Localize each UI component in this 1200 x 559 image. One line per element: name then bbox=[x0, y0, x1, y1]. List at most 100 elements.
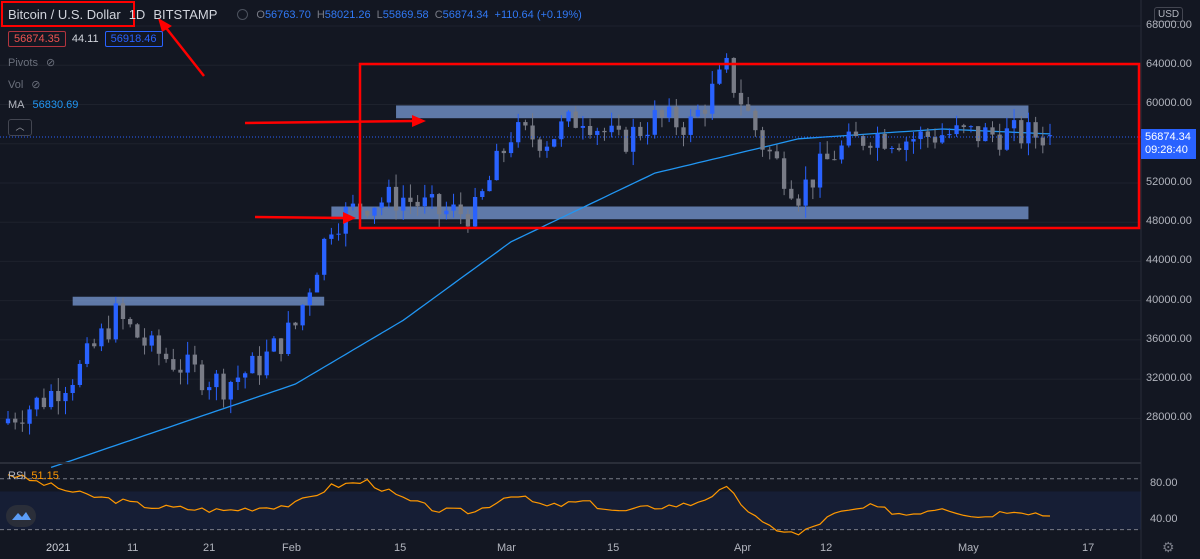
candle-body bbox=[393, 186, 399, 211]
candle-body bbox=[904, 141, 909, 150]
market-status-icon bbox=[237, 9, 249, 20]
candle-body bbox=[911, 139, 916, 142]
buy-button[interactable]: 56918.46 bbox=[104, 31, 163, 47]
rsi-line bbox=[7, 474, 1051, 536]
price-tick-label: 48000.00 bbox=[1146, 215, 1192, 228]
candle-body bbox=[839, 145, 844, 160]
indicator-vol[interactable]: Vol ⊘ bbox=[8, 78, 41, 92]
last-price-value: 56874.34 bbox=[1145, 131, 1191, 143]
candle-body bbox=[228, 381, 233, 400]
candle-body bbox=[954, 125, 959, 135]
price-tick-label: 52000.00 bbox=[1146, 175, 1192, 188]
candle-body bbox=[947, 134, 952, 136]
candle-body bbox=[34, 397, 39, 410]
candle-body bbox=[997, 134, 1002, 150]
open-value: 56763.70 bbox=[264, 8, 311, 21]
time-tick-label: 12 bbox=[820, 542, 833, 554]
candle-body bbox=[1019, 120, 1024, 144]
candle-body bbox=[717, 69, 722, 84]
candle-body bbox=[70, 384, 75, 394]
candle-body bbox=[551, 139, 557, 147]
rsi-label: RSI bbox=[8, 470, 27, 482]
candle-body bbox=[178, 369, 183, 373]
horizontal-zone[interactable] bbox=[72, 296, 325, 306]
candle-body bbox=[501, 150, 507, 154]
indicator-pivots[interactable]: Pivots ⊘ bbox=[8, 56, 56, 70]
price-tick-label: 40000.00 bbox=[1146, 293, 1192, 306]
candle-body bbox=[286, 322, 291, 355]
sell-button[interactable]: 56874.35 bbox=[8, 31, 66, 47]
candle-body bbox=[329, 234, 334, 239]
timeframe[interactable]: 1D bbox=[128, 7, 146, 22]
candle-body bbox=[803, 179, 808, 206]
candle-body bbox=[767, 149, 772, 152]
time-tick-label: Mar bbox=[497, 542, 516, 554]
price-tick-label: 64000.00 bbox=[1146, 58, 1192, 71]
collapse-legend-button[interactable]: ︿ bbox=[8, 119, 32, 136]
candle-body bbox=[587, 125, 593, 135]
candle-body bbox=[674, 106, 679, 128]
time-tick-label: Feb bbox=[282, 542, 301, 554]
candle-body bbox=[1040, 137, 1045, 146]
rsi-legend[interactable]: RSI 51.15 bbox=[8, 470, 59, 482]
tradingview-logo-icon[interactable] bbox=[6, 505, 36, 527]
moving-average-line bbox=[50, 128, 1051, 469]
time-tick-label: 15 bbox=[394, 542, 407, 554]
indicator-ma[interactable]: MA 56830.69 bbox=[8, 99, 79, 111]
candle-body bbox=[336, 233, 341, 235]
time-tick-label: May bbox=[958, 542, 979, 554]
candle-body bbox=[128, 319, 133, 325]
time-tick-label: 2021 bbox=[46, 542, 71, 554]
candle-body bbox=[975, 126, 981, 142]
horizontal-zone[interactable] bbox=[331, 206, 1029, 220]
price-tick-label: 28000.00 bbox=[1146, 411, 1192, 424]
candle-body bbox=[307, 292, 312, 305]
hidden-eye-icon[interactable]: ⊘ bbox=[45, 57, 56, 69]
candle-body bbox=[710, 83, 715, 114]
high-value: 58021.26 bbox=[324, 8, 371, 21]
price-tick-label: 32000.00 bbox=[1146, 372, 1192, 385]
candle-body bbox=[458, 204, 463, 215]
last-price-label: 56874.34 09:28:40 bbox=[1141, 129, 1196, 159]
candle-body bbox=[609, 125, 614, 133]
candle-body bbox=[983, 127, 988, 142]
candle-body bbox=[422, 197, 427, 207]
candle-body bbox=[746, 104, 751, 111]
candle-body bbox=[494, 150, 499, 181]
price-tick-label: 68000.00 bbox=[1146, 19, 1192, 31]
candle-body bbox=[480, 191, 485, 197]
rsi-band bbox=[0, 491, 1141, 530]
gear-icon[interactable]: ⚙ bbox=[1162, 539, 1175, 555]
candle-body bbox=[214, 373, 219, 388]
candle-body bbox=[616, 125, 621, 130]
symbol-name[interactable]: Bitcoin / U.S. Dollar bbox=[8, 7, 121, 22]
candle-body bbox=[1011, 120, 1017, 129]
candle-body bbox=[853, 131, 859, 137]
candle-body bbox=[472, 196, 478, 227]
candle-body bbox=[961, 125, 966, 127]
candle-body bbox=[41, 397, 47, 408]
hidden-eye-icon[interactable]: ⊘ bbox=[31, 79, 41, 91]
candle-body bbox=[429, 194, 435, 198]
annotation-arrowhead-resistance bbox=[412, 115, 426, 127]
candle-body bbox=[868, 145, 873, 148]
candle-body bbox=[990, 127, 995, 135]
chart-header: Bitcoin / U.S. Dollar 1D BITSTAMP O56763… bbox=[8, 7, 582, 22]
candle-body bbox=[875, 133, 880, 148]
candle-body bbox=[199, 364, 205, 391]
candle-body bbox=[408, 197, 413, 202]
candle-body bbox=[781, 158, 787, 189]
candle-body bbox=[631, 126, 636, 152]
price-tick-label: 60000.00 bbox=[1146, 97, 1192, 110]
currency-button[interactable]: USD bbox=[1154, 7, 1184, 22]
candle-body bbox=[846, 131, 851, 146]
candle-body bbox=[350, 203, 356, 207]
candle-body bbox=[113, 303, 118, 340]
candle-body bbox=[314, 274, 320, 293]
candle-body bbox=[120, 303, 126, 320]
annotation-title-box bbox=[1, 1, 135, 27]
candle-body bbox=[271, 338, 277, 352]
candle-body bbox=[257, 355, 262, 376]
candle-body bbox=[56, 390, 61, 402]
